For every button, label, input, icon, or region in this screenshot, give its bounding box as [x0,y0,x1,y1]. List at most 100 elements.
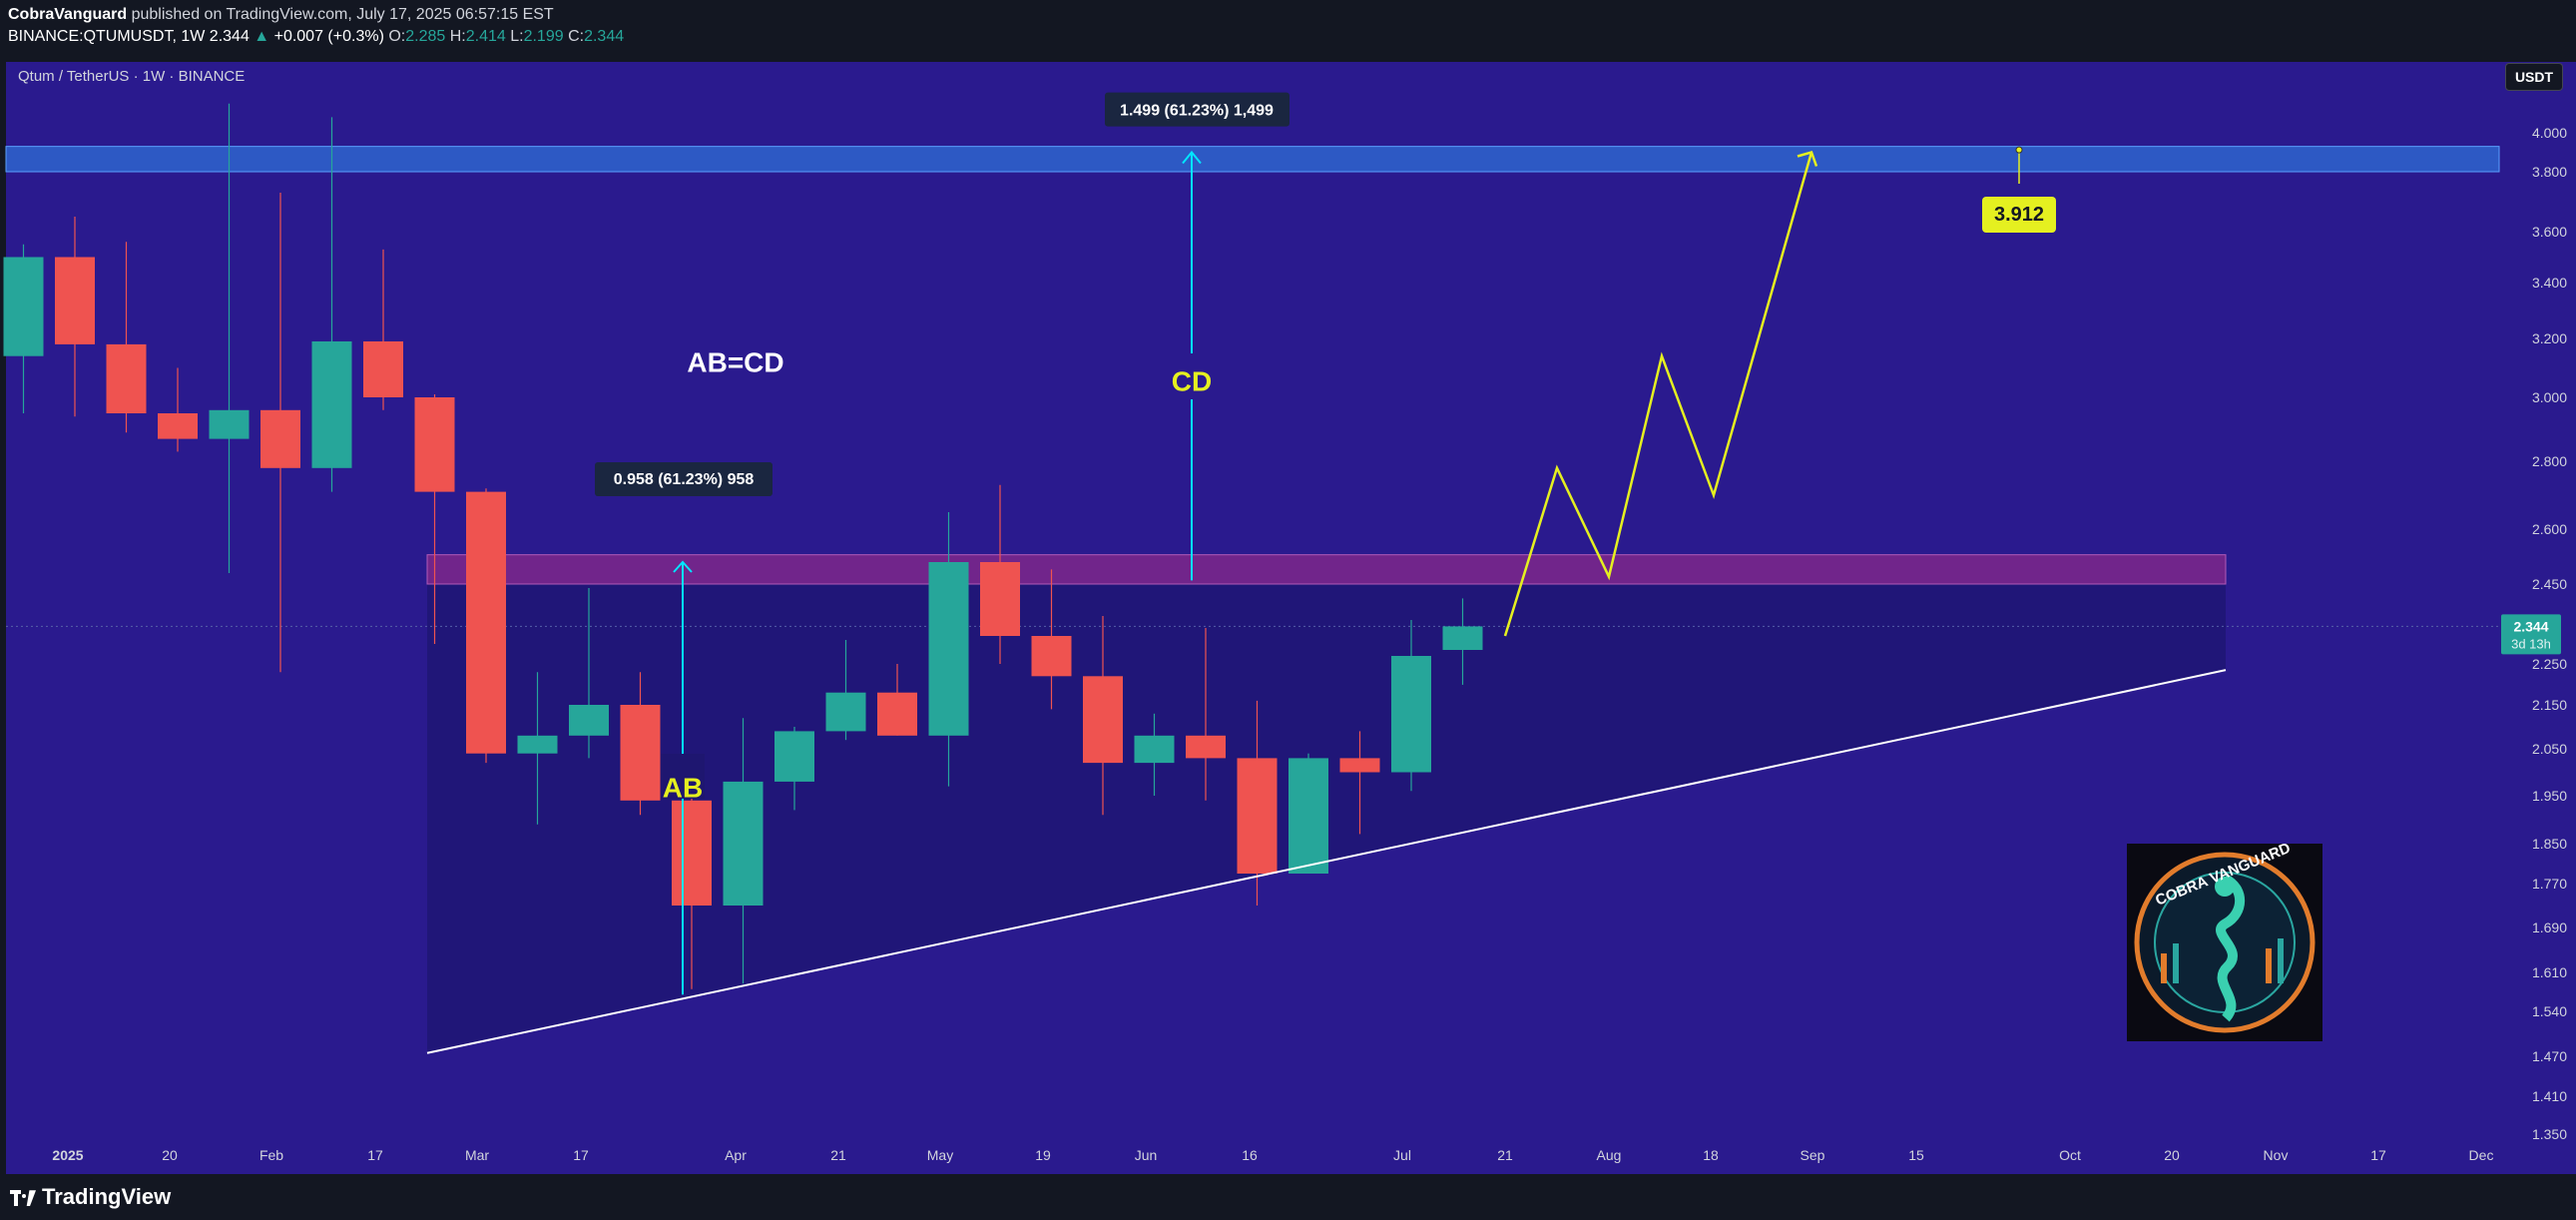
last-price: 2.344 [209,28,250,45]
candle-body [928,562,969,736]
close-label: C: [568,28,585,45]
candle-body [158,413,198,439]
price-tick-label: 2.450 [2532,576,2567,592]
time-tick-label: Sep [1801,1147,1825,1163]
projection-path [1503,152,1813,637]
author-name[interactable]: CobraVanguard [8,6,128,23]
price-tick-label: 1.610 [2532,964,2567,980]
price-tick-label: 1.470 [2532,1048,2567,1064]
published-text: published on TradingView.com, July 17, 2… [131,6,554,23]
time-tick-label: 2025 [52,1147,83,1163]
time-tick-label: 21 [830,1147,846,1163]
price-chart[interactable]: CD AB AB=CD 0.958 (61.23%) 958 1.499 (61.23%… [0,62,2576,1180]
footer: TradingView [0,1174,2576,1220]
time-tick-label: Dec [2469,1147,2494,1163]
price-tick-label: 2.600 [2532,521,2567,537]
current-price-label: 2.344 [2513,618,2548,634]
time-tick-label: Feb [259,1147,283,1163]
candle-body [1031,636,1072,677]
candle-body [3,257,44,356]
candle-body [55,257,95,344]
candle-body [209,409,250,439]
price-tick-label: 1.950 [2532,788,2567,804]
symbol-name[interactable]: BINANCE:QTUMUSDT, 1W [8,28,206,45]
price-tick-label: 3.400 [2532,275,2567,291]
cd-label-bg [1170,353,1214,399]
candle-body [672,800,712,906]
candle-body [723,781,764,906]
time-tick-label: Oct [2059,1147,2081,1163]
price-tick-label: 1.770 [2532,876,2567,892]
cd-measure-box [1105,92,1289,127]
time-tick-label: 17 [2370,1147,2386,1163]
time-tick-label: 21 [1497,1147,1513,1163]
time-tick-label: 17 [367,1147,383,1163]
price-tick-label: 3.800 [2532,164,2567,180]
chart-title: Qtum / TetherUS · 1W · BINANCE [18,68,246,85]
time-tick-label: May [927,1147,953,1163]
candle-body [1391,656,1431,773]
price-tick-label: 2.150 [2532,697,2567,713]
candle-body [1186,735,1226,759]
publish-info: CobraVanguard published on TradingView.c… [8,6,554,24]
tradingview-brand: TradingView [42,1184,172,1209]
time-tick-label: 16 [1242,1147,1258,1163]
low-label: L: [510,28,524,45]
price-tick-label: 1.540 [2532,1003,2567,1019]
candle-body [311,340,352,468]
open-value: 2.285 [405,28,446,45]
candle-body [825,692,866,732]
projection-arrow-head [1797,150,1818,167]
time-tick-label: 20 [2164,1147,2180,1163]
price-tick-label: 2.800 [2532,453,2567,469]
price-tick-label: 3.000 [2532,389,2567,405]
time-tick-label: Mar [465,1147,489,1163]
high-label: H: [449,28,466,45]
price-tick-label: 3.600 [2532,224,2567,240]
price-tick-label: 1.410 [2532,1088,2567,1104]
time-tick-label: Aug [1597,1147,1622,1163]
time-tick-label: Nov [2264,1147,2289,1163]
candle-body [1442,626,1483,650]
low-value: 2.199 [523,28,564,45]
time-tick-label: 15 [1908,1147,1924,1163]
candle-body [1083,676,1123,764]
time-tick-label: Apr [725,1147,747,1163]
header-bar: CobraVanguard published on TradingView.c… [0,0,2576,62]
price-tick-label: 1.350 [2532,1126,2567,1142]
target-label-box [1982,197,2056,233]
price-tick-label: 4.000 [2532,125,2567,141]
price-tick-label: 1.690 [2532,919,2567,935]
ab-arrow-head [673,560,693,573]
target-label: 3.912 [1994,204,2044,226]
cd-label: CD [1172,365,1212,396]
trend-line [426,669,2227,1054]
current-price-badge [2501,614,2561,655]
ab-label-bg [661,754,705,799]
target-marker-dot [2015,146,2023,154]
price-tick-label: 1.850 [2532,836,2567,852]
resistance-zone [426,554,2227,585]
candle-body [1339,758,1380,773]
cd-measure-text: 1.499 (61.23%) 1,499 [1120,103,1274,120]
target-zone [5,146,2500,173]
time-tick-label: Jul [1393,1147,1411,1163]
price-tick-label: 2.250 [2532,656,2567,672]
price-tick-label: 3.200 [2532,330,2567,346]
change-arrow-icon: ▲ [254,28,270,45]
close-value: 2.344 [584,28,625,45]
candle-body [106,343,147,413]
tradingview-logo[interactable]: TradingView [10,1184,171,1210]
currency-button[interactable]: USDT [2505,63,2563,91]
change-value: +0.007 (+0.3%) [273,28,384,45]
candle-body [980,562,1020,636]
candle-body [774,731,814,782]
price-tick-label: 2.050 [2532,741,2567,757]
ohlc-legend: BINANCE:QTUMUSDT, 1W 2.344 ▲ +0.007 (+0.… [8,28,624,46]
tradingview-icon [10,1190,36,1207]
time-tick-label: Jun [1135,1147,1158,1163]
candle-body [517,735,558,754]
ab-measure-box [595,462,773,496]
candle-body [1134,735,1175,764]
ab-label: AB [663,772,703,803]
